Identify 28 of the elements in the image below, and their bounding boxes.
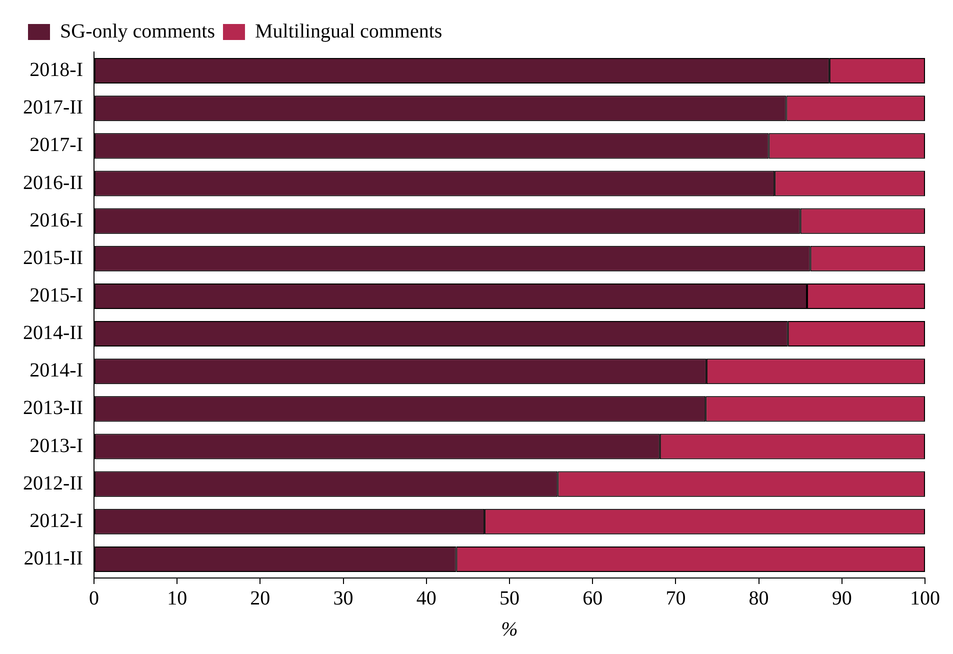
x-tick-label: 0 (88, 587, 99, 610)
y-tick-label: 2013-II (22, 397, 83, 420)
y-tick-label: 2012-II (22, 472, 83, 494)
legend-label: SG-only comments (60, 20, 216, 42)
y-tick-label: 2015-I (30, 284, 83, 306)
x-tick-label: 30 (333, 587, 354, 610)
y-tick-label: 2014-II (22, 322, 83, 344)
y-tick-label: 2017-II (22, 96, 83, 119)
x-tick-label: 40 (416, 587, 436, 610)
y-tick-label: 2016-II (22, 172, 83, 194)
y-tick-label: 2011-II (24, 547, 83, 570)
x-tick-label: 90 (832, 587, 852, 610)
y-tick-label: 2015-II (22, 246, 83, 269)
x-tick-label: 70 (666, 587, 686, 610)
y-tick-label: 2013-I (30, 434, 83, 457)
x-tick-label: 100 (910, 587, 940, 610)
y-tick-label: 2014-I (30, 360, 83, 382)
x-tick-label: 10 (167, 587, 188, 610)
y-tick-label: 2018-I (30, 59, 83, 82)
x-tick-label: 80 (748, 587, 769, 610)
x-tick-label: 50 (499, 587, 520, 610)
legend-label: Multilingual comments (254, 20, 442, 42)
x-axis-title: % (501, 618, 518, 640)
x-tick-label: 60 (582, 587, 603, 610)
y-tick-label: 2016-I (30, 209, 83, 232)
x-tick-label: 20 (250, 587, 270, 610)
y-tick-label: 2017-I (30, 134, 83, 156)
y-tick-label: 2012-I (30, 510, 83, 532)
